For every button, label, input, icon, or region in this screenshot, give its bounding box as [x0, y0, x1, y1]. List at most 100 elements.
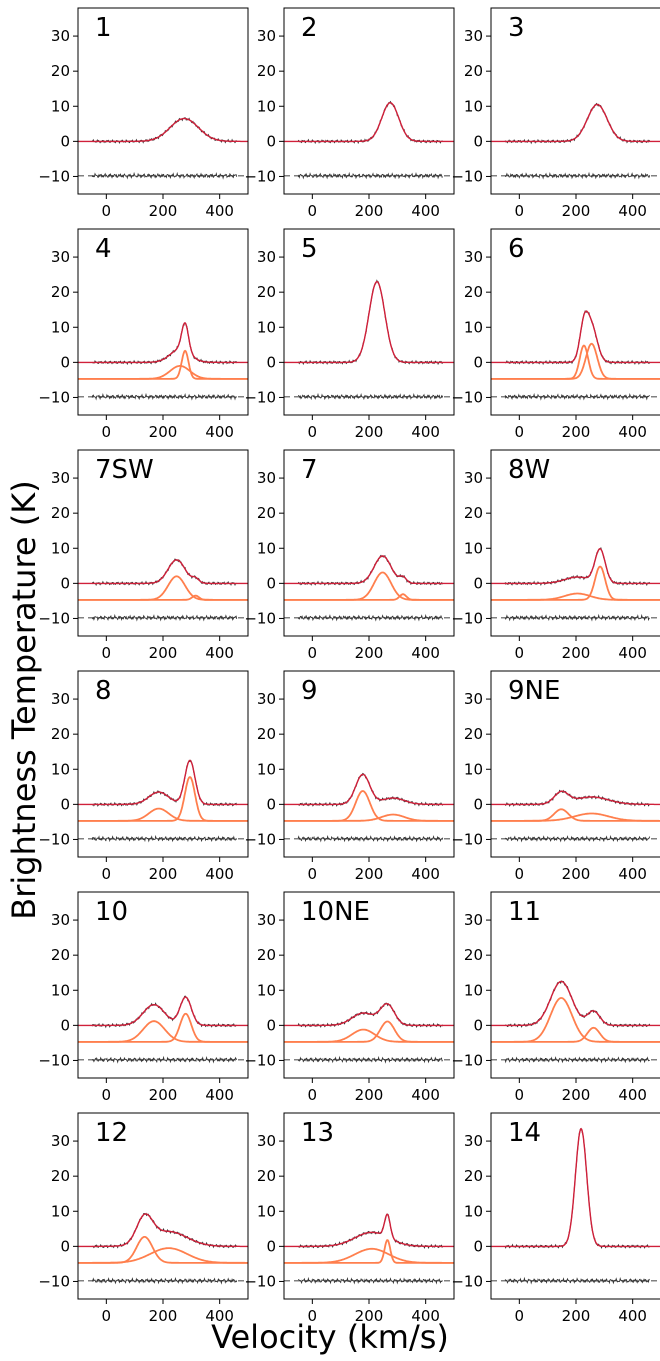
panel-5: −10 0 10 20 30 0 200 400 5	[244, 228, 455, 441]
panel-label: 9	[301, 676, 318, 706]
y-tick-label: 10	[51, 97, 70, 115]
y-tick-label: 30	[464, 1132, 483, 1150]
x-tick-label: 0	[308, 644, 318, 662]
x-tick-label: 400	[618, 644, 647, 662]
residual-series	[504, 834, 651, 843]
panel-7SW: −10 0 10 20 30 0 200 400 7SW	[38, 449, 249, 662]
component-2	[491, 565, 660, 601]
y-tick-label: 30	[51, 911, 70, 929]
residual-series	[91, 1277, 238, 1285]
y-tick-label: 10	[464, 1202, 483, 1220]
y-tick-label: 10	[51, 760, 70, 778]
plot-area	[284, 772, 454, 843]
x-tick-label: 200	[355, 644, 384, 662]
y-tick-label: 20	[257, 725, 276, 743]
y-tick-label: 30	[257, 27, 276, 45]
fit-series	[78, 322, 248, 364]
y-tick-label: −10	[451, 830, 483, 848]
panel-label: 13	[301, 1118, 334, 1148]
x-tick-label: 400	[618, 423, 647, 441]
component-2	[284, 813, 454, 822]
x-tick-label: 200	[355, 1307, 384, 1325]
plot-area	[284, 100, 454, 180]
x-tick-label: 400	[618, 202, 647, 220]
component-2	[78, 1247, 248, 1264]
y-tick-label: 0	[473, 795, 483, 813]
data-series	[297, 1213, 443, 1250]
residual-series	[91, 171, 238, 180]
x-tick-label: 200	[562, 202, 591, 220]
y-tick-label: 0	[473, 132, 483, 150]
x-tick-label: 200	[149, 644, 178, 662]
panel-6: −10 0 10 20 30 0 200 400 6	[451, 228, 660, 441]
component-2	[491, 812, 660, 822]
x-tick-label: 200	[562, 423, 591, 441]
component-1	[78, 575, 248, 601]
y-tick-label: 30	[257, 1132, 276, 1150]
x-axis-label: Velocity (km/s)	[211, 1318, 449, 1356]
panel-12: −10 0 10 20 30 0 200 400 12	[38, 1112, 249, 1325]
data-series	[298, 554, 444, 586]
panel-label: 3	[508, 13, 525, 43]
fit-series	[284, 1002, 454, 1027]
residual-series	[297, 613, 444, 622]
x-tick-label: 200	[355, 423, 384, 441]
plot-area	[284, 1002, 454, 1064]
y-tick-label: 20	[257, 504, 276, 522]
y-tick-label: 20	[257, 283, 276, 301]
component-1	[78, 807, 248, 822]
component-1	[491, 997, 660, 1043]
y-tick-label: 10	[464, 97, 483, 115]
panel-10NE: −10 0 10 20 30 0 200 400 10NE	[244, 891, 455, 1104]
x-tick-label: 0	[308, 202, 318, 220]
residual-series	[297, 1055, 443, 1064]
data-series	[91, 759, 238, 807]
x-tick-label: 0	[515, 644, 525, 662]
plot-area	[491, 980, 660, 1064]
y-tick-label: 10	[257, 97, 276, 115]
panel-label: 10NE	[301, 897, 370, 927]
fit-series	[284, 280, 454, 364]
fit-series	[491, 980, 660, 1027]
fit-series	[284, 102, 454, 143]
plot-area	[491, 1127, 660, 1285]
y-tick-label: 20	[257, 946, 276, 964]
x-tick-label: 0	[102, 1307, 112, 1325]
component-2	[284, 1239, 454, 1264]
y-tick-label: −10	[38, 167, 70, 185]
panel-9: −10 0 10 20 30 0 200 400 9	[244, 670, 455, 883]
y-tick-label: 20	[51, 504, 70, 522]
x-tick-label: 200	[149, 1307, 178, 1325]
component-2	[78, 776, 248, 822]
y-tick-label: −10	[244, 1051, 276, 1069]
y-axis-label-wrap: Brightness Temperature (K)	[0, 0, 48, 1361]
y-tick-label: 30	[51, 690, 70, 708]
y-tick-label: 0	[266, 353, 276, 371]
plot-area	[78, 759, 248, 843]
y-tick-label: 30	[257, 469, 276, 487]
x-tick-label: 400	[205, 644, 234, 662]
component-1	[491, 592, 660, 601]
y-tick-label: 10	[51, 318, 70, 336]
panel-label: 6	[508, 234, 525, 264]
panel-9NE: −10 0 10 20 30 0 200 400 9NE	[451, 670, 660, 883]
panel-label: 10	[95, 897, 128, 927]
panel-label: 5	[301, 234, 318, 264]
x-tick-label: 200	[562, 1086, 591, 1104]
y-tick-label: 0	[266, 1237, 276, 1255]
x-tick-label: 400	[411, 423, 440, 441]
plot-area	[284, 1213, 454, 1285]
panel-2: −10 0 10 20 30 0 200 400 2	[244, 7, 455, 220]
data-series	[91, 322, 238, 366]
y-tick-label: −10	[38, 1051, 70, 1069]
y-tick-label: −10	[451, 388, 483, 406]
component-2	[284, 593, 454, 601]
y-tick-label: 30	[464, 469, 483, 487]
fit-series	[491, 103, 660, 143]
component-2	[284, 1020, 454, 1043]
x-tick-label: 200	[149, 423, 178, 441]
x-tick-label: 400	[205, 865, 234, 883]
residual-series	[91, 392, 237, 401]
fit-series	[78, 559, 248, 585]
y-tick-label: 20	[464, 62, 483, 80]
